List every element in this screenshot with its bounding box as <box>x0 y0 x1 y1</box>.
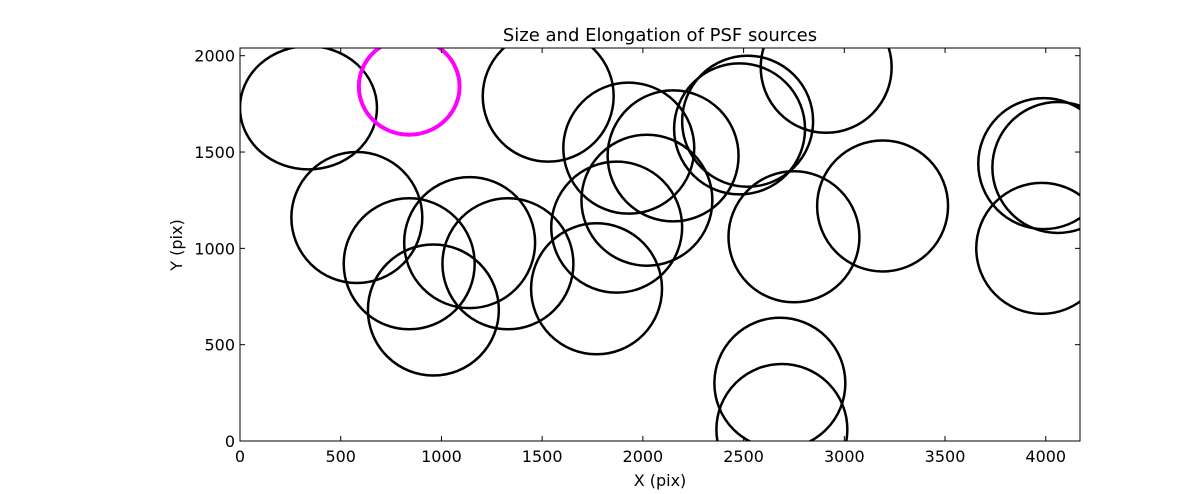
sources-layer <box>240 48 1080 441</box>
plot-frame <box>239 47 1081 442</box>
source-ellipse <box>481 48 615 163</box>
x-axis-label: X (pix) <box>634 471 687 490</box>
x-tick-label: 3000 <box>824 447 865 466</box>
y-tick-label: 500 <box>204 336 235 355</box>
x-tick-label: 2500 <box>723 447 764 466</box>
source-ellipse <box>815 139 950 273</box>
source-ellipse <box>240 48 379 171</box>
y-axis-label: Y (pix) <box>167 219 186 271</box>
source-ellipse <box>441 197 575 331</box>
x-axis: 0 500 1000 1500 2000 2500 3000 3500 4000 <box>235 48 1066 466</box>
source-ellipse <box>290 150 424 285</box>
x-tick-label: 4000 <box>1025 447 1066 466</box>
y-tick-label: 0 <box>225 432 235 451</box>
y-tick-label: 1500 <box>194 143 235 162</box>
source-ellipse <box>977 96 1080 231</box>
source-ellipse <box>562 81 696 215</box>
source-ellipse <box>402 175 537 310</box>
x-tick-label: 1500 <box>522 447 563 466</box>
chart-title: Size and Elongation of PSF sources <box>503 25 817 46</box>
source-ellipse <box>529 222 664 356</box>
x-tick-label: 500 <box>325 447 356 466</box>
source-ellipse <box>713 316 847 441</box>
source-ellipse <box>580 133 714 267</box>
source-ellipse <box>680 54 815 188</box>
x-tick-label: 3500 <box>925 447 966 466</box>
x-tick-label: 2000 <box>623 447 664 466</box>
y-tick-label: 2000 <box>194 47 235 66</box>
source-ellipse <box>727 170 861 304</box>
source-ellipse <box>715 362 849 441</box>
source-ellipse <box>549 160 684 294</box>
source-ellipse <box>991 100 1080 235</box>
source-ellipse <box>342 197 476 331</box>
source-ellipse <box>759 48 893 134</box>
source-ellipse <box>606 89 740 223</box>
y-axis: 0 500 1000 1500 2000 <box>194 47 1080 451</box>
x-tick-label: 0 <box>235 447 245 466</box>
source-ellipse <box>975 181 1080 316</box>
y-tick-label: 1000 <box>194 239 235 258</box>
source-ellipse <box>366 243 501 377</box>
x-tick-label: 1000 <box>421 447 462 466</box>
source-ellipse-highlight <box>356 48 462 137</box>
